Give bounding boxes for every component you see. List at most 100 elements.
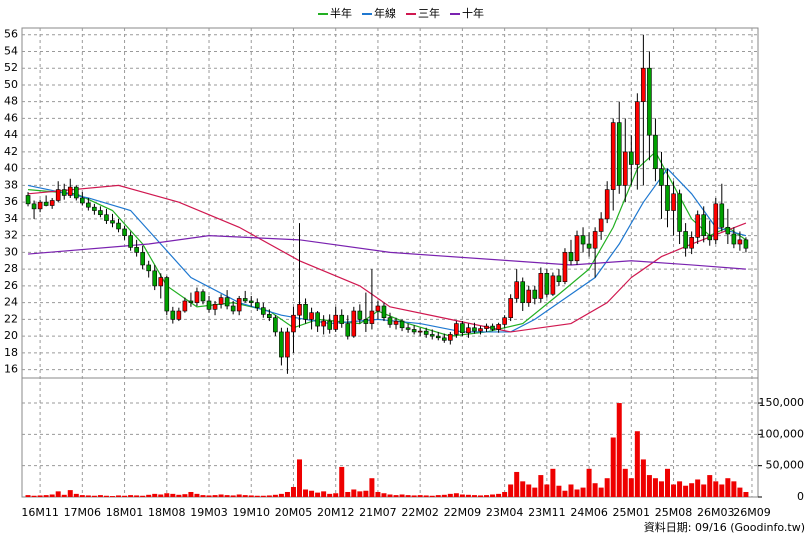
y-tick-label: 22 [4, 312, 18, 325]
volume-bar [393, 495, 399, 497]
candle-body [429, 334, 435, 337]
candle-body [230, 305, 236, 312]
candle-body [647, 67, 652, 136]
candle-body [236, 298, 242, 312]
candle-body [31, 203, 37, 210]
candle-body [598, 218, 604, 232]
candle-body [502, 317, 507, 325]
candle-body [333, 314, 339, 330]
volume-bar [248, 495, 254, 497]
candle-body [532, 289, 538, 299]
candle-body [248, 300, 254, 303]
y2-tick-label: 100,000 [759, 427, 805, 440]
volume-bar [417, 495, 423, 497]
candle-body [550, 275, 556, 295]
candle-body [98, 210, 103, 216]
volume-bar [224, 495, 230, 497]
y-tick-label: 26 [4, 279, 18, 292]
y-tick-label: 32 [4, 229, 18, 242]
volume-bar [242, 495, 248, 497]
volume-bar [284, 491, 290, 497]
volume-bar [176, 494, 182, 497]
y-tick-label: 34 [4, 212, 18, 225]
candle-body [327, 320, 332, 330]
candle-body [37, 201, 43, 210]
ma-line [27, 184, 747, 333]
volume-bar [109, 496, 115, 497]
volume-bar [363, 490, 369, 497]
candle-body [592, 231, 598, 249]
volume-bar [695, 479, 701, 497]
volume-bar [502, 491, 508, 497]
candle-body [218, 297, 224, 305]
candle-body [526, 289, 532, 303]
volume-bar [737, 487, 743, 497]
candle-body [92, 206, 97, 211]
candle-body [303, 304, 308, 320]
y-tick-label: 18 [4, 346, 18, 359]
candle-body [134, 247, 139, 253]
candle-body [671, 193, 676, 211]
candle-body [297, 304, 302, 316]
volume-bar [453, 493, 459, 497]
volume-bar [604, 478, 610, 497]
candle-body [381, 305, 387, 319]
volume-bar [206, 495, 212, 497]
volume-bar [713, 481, 719, 497]
candle-body [580, 235, 586, 245]
candle-body [194, 291, 200, 303]
y-tick-label: 44 [4, 128, 18, 141]
candle-body [224, 297, 230, 307]
volume-bar [55, 491, 61, 497]
volume-bar [665, 468, 671, 497]
candle-body [116, 222, 121, 230]
y-tick-label: 24 [4, 296, 18, 309]
volume-bar [731, 481, 737, 497]
volume-bar [435, 495, 441, 497]
y-tick-label: 36 [4, 195, 18, 208]
volume-bar [598, 487, 604, 497]
candle-body [689, 237, 694, 249]
candle-body [242, 298, 248, 302]
candle-body [586, 243, 592, 249]
x-tick-label: 23M04 [486, 506, 524, 519]
candle-body [659, 168, 664, 186]
volume-bar [122, 495, 128, 497]
candle-body [164, 277, 170, 312]
y2-tick-label: 150,000 [759, 396, 805, 409]
candle-body [80, 197, 85, 204]
candle-body [665, 185, 670, 211]
candle-body [170, 310, 176, 320]
ma-line [27, 235, 746, 270]
volume-bar [134, 495, 140, 497]
candle-body [490, 325, 495, 330]
y-tick-label: 16 [4, 363, 18, 376]
x-tick-label: 24M06 [570, 506, 608, 519]
candle-body [484, 325, 489, 329]
volume-bar [254, 495, 260, 497]
volume-bar [67, 490, 73, 497]
volume-bar [658, 481, 664, 497]
volume-bar [218, 494, 224, 497]
candle-body [128, 235, 133, 248]
candle-body [435, 335, 441, 339]
volume-bar [701, 484, 707, 497]
volume-bar [526, 484, 532, 497]
volume-bar [79, 495, 85, 497]
volume-bar [508, 484, 514, 497]
candle-body [309, 312, 314, 320]
y-tick-label: 54 [4, 44, 18, 57]
y-tick-label: 30 [4, 245, 18, 258]
volume-bar [73, 493, 79, 497]
candle-body [520, 281, 526, 303]
candle-body [423, 330, 429, 335]
volume-bar [333, 493, 339, 497]
x-tick-label: 26M03 [697, 506, 735, 519]
volume-bar [544, 484, 550, 497]
candle-body [719, 203, 725, 228]
volume-bar [556, 485, 562, 497]
volume-bar [200, 495, 206, 497]
volume-bar [423, 495, 429, 497]
candle-body [393, 320, 399, 325]
candle-body [152, 270, 158, 287]
